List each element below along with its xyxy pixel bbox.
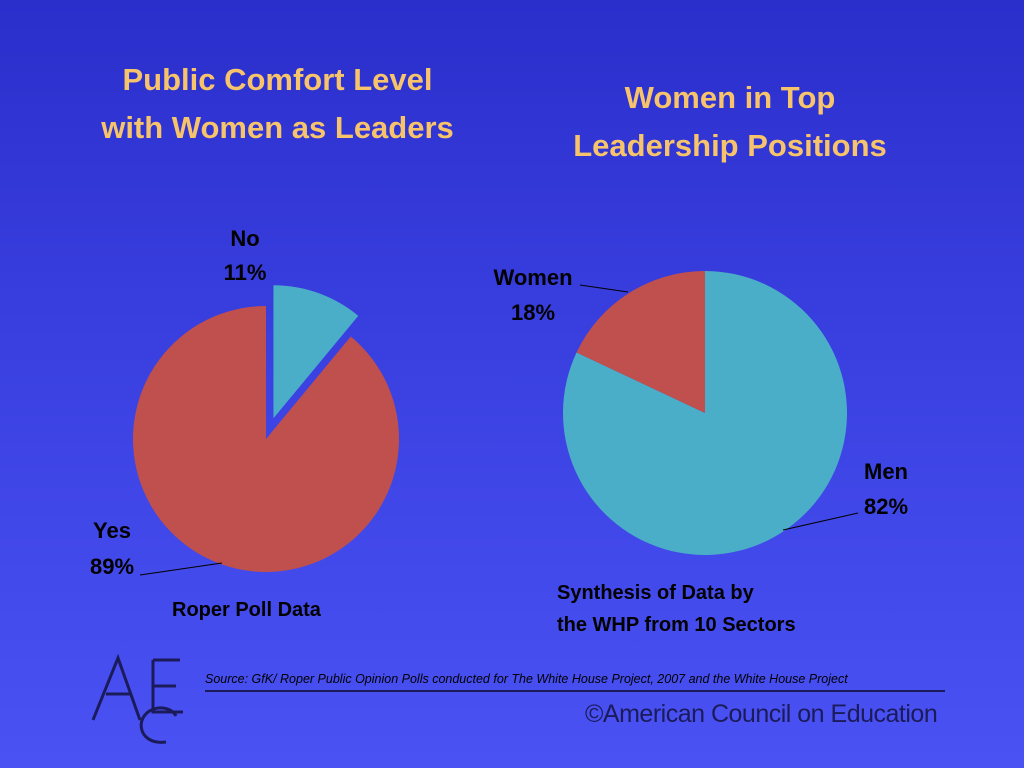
- right-caption-line-1: Synthesis of Data by: [557, 582, 754, 604]
- label-no-percent: 11%: [224, 260, 267, 285]
- label-no: No: [230, 226, 259, 251]
- right-chart-caption: Synthesis of Data by the WHP from 10 Sec…: [557, 577, 796, 641]
- pie-slice-men: [562, 271, 847, 555]
- pie-slice-no: [273, 285, 359, 419]
- left-chart-title: Public Comfort Level with Women as Leade…: [101, 62, 454, 145]
- source-note: Source: GfK/ Roper Public Opinion Polls …: [205, 672, 945, 692]
- right-caption-line-2: the WHP from 10 Sectors: [557, 614, 796, 636]
- left-pie-chart: No 11% Yes 89%: [90, 226, 400, 579]
- copyright-text: ©American Council on Education: [585, 700, 938, 728]
- label-men-percent: 82%: [864, 494, 908, 519]
- right-chart-title: Women in Top Leadership Positions: [573, 80, 887, 163]
- pie-slice-women: [576, 271, 705, 413]
- leader-line-men: [782, 512, 859, 531]
- label-women-percent: 18%: [511, 300, 555, 325]
- right-pie-chart: Women 18% Men 82%: [493, 265, 908, 555]
- left-chart-caption: Roper Poll Data: [172, 599, 321, 621]
- pie-slice-yes: [133, 306, 400, 573]
- label-yes-percent: 89%: [90, 554, 134, 579]
- label-men: Men: [864, 459, 908, 484]
- label-yes: Yes: [93, 518, 131, 543]
- ace-logo: [91, 653, 183, 744]
- leader-line-yes: [139, 562, 223, 576]
- label-women: Women: [493, 265, 572, 290]
- leader-line-women: [579, 284, 629, 293]
